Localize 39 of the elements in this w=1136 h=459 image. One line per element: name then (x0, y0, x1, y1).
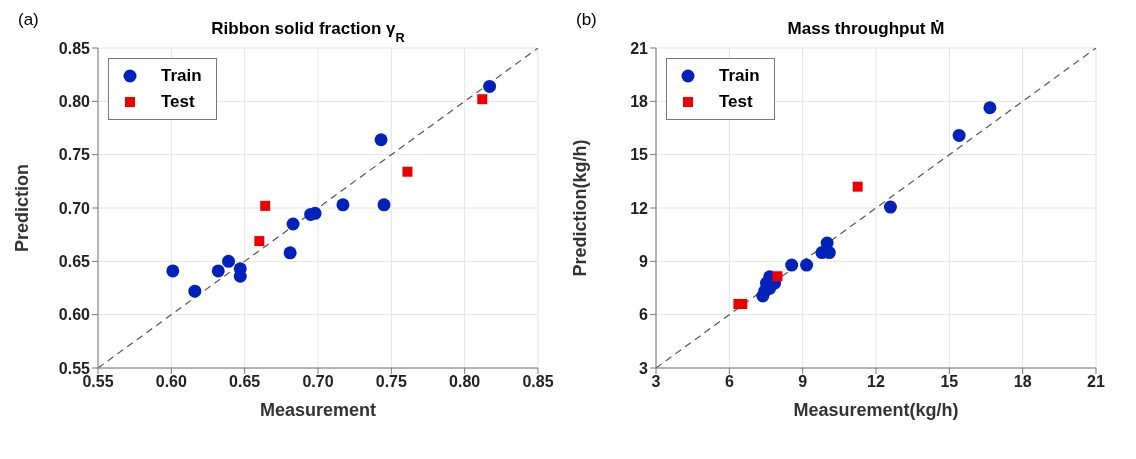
x-tick-label: 0.70 (302, 373, 334, 391)
legend-label: Test (161, 91, 195, 113)
legend-label: Test (719, 91, 753, 113)
y-tick-label: 0.75 (58, 146, 91, 164)
y-tick-label: 9 (639, 253, 649, 271)
x-tick-label: 0.75 (375, 373, 408, 391)
legend-label: Train (161, 65, 202, 87)
text: (b) (576, 10, 597, 30)
y-tick-label: 6 (639, 306, 649, 324)
text: (a) (18, 10, 39, 30)
x-tick-label: 0.55 (82, 373, 114, 391)
x-tick-label: 0.65 (229, 373, 261, 391)
x-tick-label: 9 (798, 373, 808, 391)
chart-title: Mass throughput Ṁ (787, 19, 945, 38)
y-axis-title: Prediction (12, 163, 33, 253)
y-tick-label: 12 (630, 199, 649, 217)
x-tick-label: 0.60 (155, 373, 188, 391)
y-tick-label: 15 (630, 146, 649, 164)
x-tick-label: 12 (867, 373, 885, 391)
y-axis-title: Prediction(kg/h) (570, 139, 591, 277)
x-tick-label: 3 (651, 373, 661, 391)
x-tick-label: 0.85 (522, 373, 554, 391)
y-tick-label: 3 (639, 359, 649, 377)
x-tick-label: 6 (724, 373, 734, 391)
y-tick-label: 0.70 (58, 199, 91, 217)
x-axis-title: Measurement (259, 400, 377, 420)
x-tick-label: 15 (940, 373, 959, 391)
y-tick-label: 0.85 (58, 39, 91, 57)
legend-label: Train (719, 65, 760, 87)
x-tick-label: 18 (1013, 373, 1032, 391)
x-tick-label: 21 (1087, 373, 1105, 391)
y-tick-label: 18 (630, 93, 649, 111)
y-tick-label: 0.65 (58, 253, 91, 271)
x-axis-title: Measurement(kg/h) (793, 400, 959, 420)
y-tick-label: 21 (630, 39, 649, 57)
x-tick-label: 0.80 (449, 373, 481, 391)
y-tick-label: 0.60 (58, 306, 91, 324)
y-tick-label: 0.80 (58, 93, 91, 111)
chart-title: Ribbon solid fraction γ$_{R}$ (211, 19, 405, 45)
